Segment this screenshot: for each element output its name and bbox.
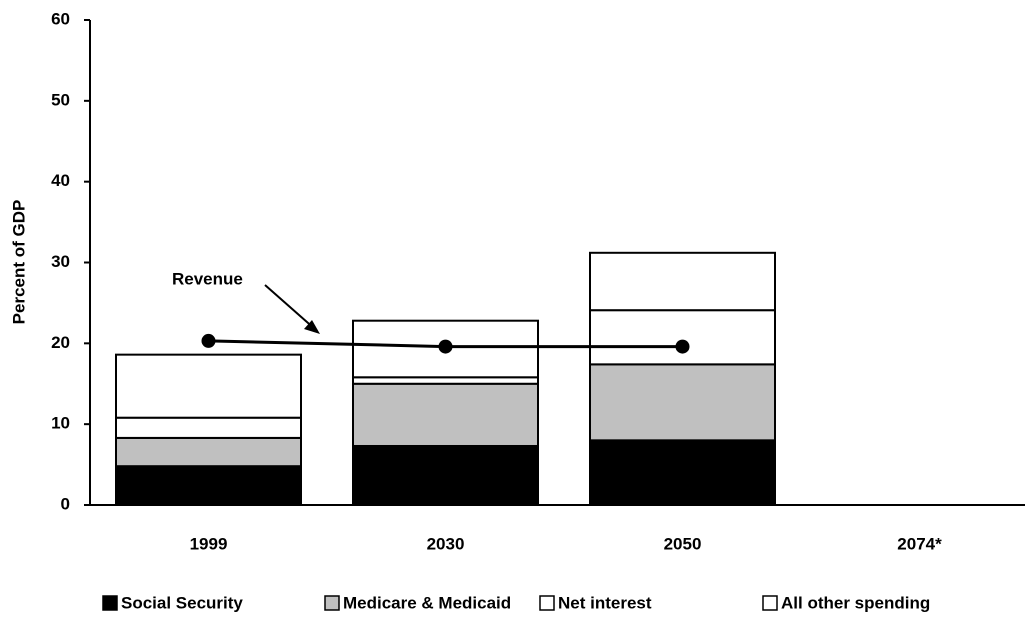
bar-segment (352, 444, 539, 507)
y-tick-label: 50 (51, 90, 70, 109)
annotation: Revenue (172, 269, 243, 288)
legend-label: Net interest (558, 593, 652, 612)
bar-segment (115, 353, 302, 419)
y-tick-label: 10 (51, 414, 70, 433)
bar-segment (115, 436, 302, 468)
x-tick-label: 2030 (427, 534, 465, 553)
legend-marker (539, 595, 555, 611)
y-tick-label: 20 (51, 333, 70, 352)
bar-segment (589, 309, 776, 366)
bar-segment (115, 416, 302, 439)
line-point (675, 339, 690, 354)
y-tick-label: 30 (51, 252, 70, 271)
x-tick-label: 1999 (190, 534, 228, 553)
bar-segment (589, 363, 776, 442)
x-tick-label: 2050 (664, 534, 702, 553)
bar-segment (589, 251, 776, 312)
y-tick-label: 40 (51, 171, 70, 190)
legend-label: All other spending (781, 593, 930, 612)
bar-segment (115, 465, 302, 507)
legend-marker (324, 595, 340, 611)
y-axis-label: Percent of GDP (9, 200, 28, 325)
bar-segment (352, 382, 539, 447)
legend-label: Medicare & Medicaid (343, 593, 511, 612)
legend-marker (762, 595, 778, 611)
line-point (438, 339, 453, 354)
y-tick-label: 0 (61, 494, 70, 513)
x-tick-label: 2074* (897, 534, 942, 553)
y-tick-label: 60 (51, 9, 70, 28)
line-point (201, 333, 216, 348)
legend-marker (102, 595, 118, 611)
bar-segment (589, 439, 776, 507)
legend-label: Social Security (121, 593, 243, 612)
annotation-arrow (264, 284, 317, 331)
annotation-arrowhead (304, 320, 320, 334)
